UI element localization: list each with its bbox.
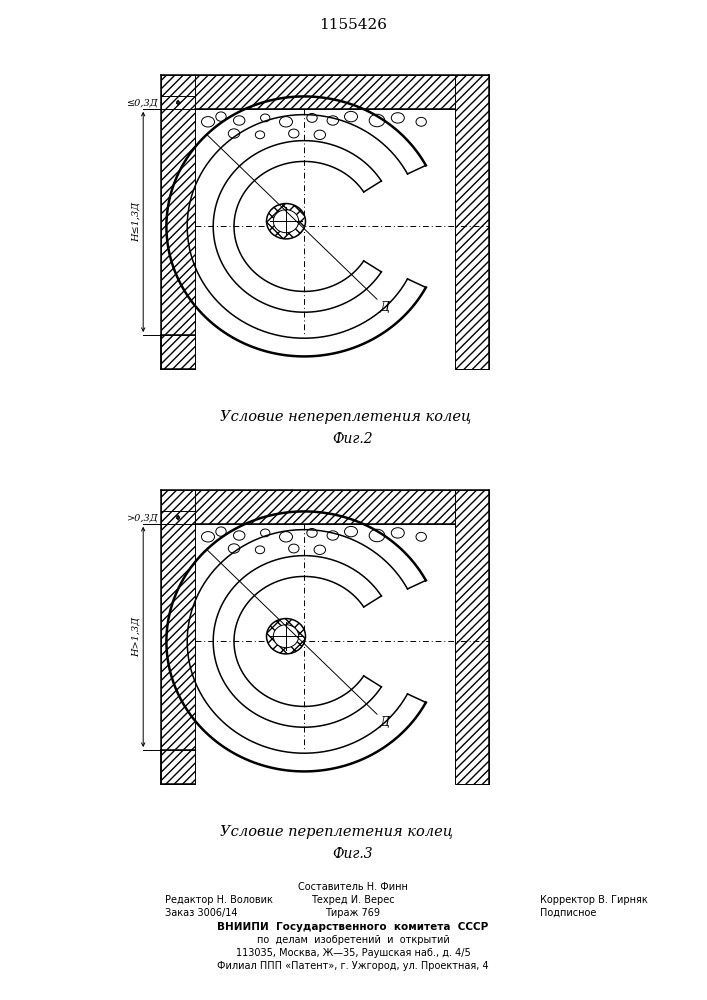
Bar <box>161 490 489 524</box>
Text: Тираж 769: Тираж 769 <box>325 908 380 918</box>
Ellipse shape <box>255 131 264 139</box>
Ellipse shape <box>279 532 293 542</box>
Text: Условие переплетения колец: Условие переплетения колец <box>220 825 453 839</box>
Ellipse shape <box>288 544 299 553</box>
Ellipse shape <box>216 112 226 121</box>
Text: Филиал ППП «Патент», г. Ужгород, ул. Проектная, 4: Филиал ППП «Патент», г. Ужгород, ул. Про… <box>217 961 489 971</box>
Ellipse shape <box>228 544 240 553</box>
Bar <box>161 75 489 109</box>
Text: Заказ 3006/14: Заказ 3006/14 <box>165 908 238 918</box>
Text: 1155426: 1155426 <box>319 18 387 32</box>
Ellipse shape <box>344 526 358 537</box>
Ellipse shape <box>391 528 404 538</box>
Ellipse shape <box>416 532 426 541</box>
Text: Фиг.3: Фиг.3 <box>333 847 373 861</box>
Bar <box>455 75 489 369</box>
Ellipse shape <box>274 625 298 648</box>
Ellipse shape <box>369 529 385 542</box>
Ellipse shape <box>327 531 339 540</box>
Text: H>1,3Д: H>1,3Д <box>132 617 140 657</box>
Text: ВНИИПИ  Государственного  комитета  СССР: ВНИИПИ Государственного комитета СССР <box>217 922 489 932</box>
Text: 113035, Москва, Ж—35, Раушская наб., д. 4/5: 113035, Москва, Ж—35, Раушская наб., д. … <box>235 948 470 958</box>
Text: ≤0,3Д: ≤0,3Д <box>127 98 158 107</box>
Ellipse shape <box>416 117 426 126</box>
Ellipse shape <box>260 114 270 122</box>
Text: Редактор Н. Воловик: Редактор Н. Воловик <box>165 895 273 905</box>
Text: Подписное: Подписное <box>540 908 597 918</box>
Ellipse shape <box>314 130 325 139</box>
Text: >0,3Д: >0,3Д <box>127 513 158 522</box>
Text: Фиг.2: Фиг.2 <box>333 432 373 446</box>
Ellipse shape <box>201 117 214 127</box>
Bar <box>161 750 195 784</box>
Text: Д: Д <box>379 301 389 314</box>
Ellipse shape <box>228 129 240 138</box>
Ellipse shape <box>307 113 317 122</box>
Ellipse shape <box>201 532 214 542</box>
Bar <box>161 75 195 369</box>
Ellipse shape <box>327 116 339 125</box>
Ellipse shape <box>260 529 270 537</box>
Ellipse shape <box>307 528 317 537</box>
Ellipse shape <box>274 210 298 233</box>
Ellipse shape <box>279 117 293 127</box>
Ellipse shape <box>233 116 245 125</box>
Text: Корректор В. Гирняк: Корректор В. Гирняк <box>540 895 648 905</box>
Text: Д: Д <box>379 716 389 729</box>
Ellipse shape <box>314 545 325 554</box>
Text: по  делам  изобретений  и  открытий: по делам изобретений и открытий <box>257 935 450 945</box>
Bar <box>161 490 195 784</box>
Ellipse shape <box>267 619 305 654</box>
Ellipse shape <box>267 204 305 239</box>
Text: Составитель Н. Финн: Составитель Н. Финн <box>298 882 408 892</box>
Bar <box>455 490 489 784</box>
Bar <box>161 335 195 369</box>
Text: Условие непереплетения колец: Условие непереплетения колец <box>220 410 472 424</box>
Text: H≤1,3Д: H≤1,3Д <box>132 202 140 242</box>
Ellipse shape <box>369 114 385 127</box>
Ellipse shape <box>255 546 264 554</box>
Ellipse shape <box>233 531 245 540</box>
Text: Техред И. Верес: Техред И. Верес <box>311 895 395 905</box>
Ellipse shape <box>344 111 358 122</box>
Ellipse shape <box>216 527 226 536</box>
Ellipse shape <box>391 113 404 123</box>
Ellipse shape <box>288 129 299 138</box>
